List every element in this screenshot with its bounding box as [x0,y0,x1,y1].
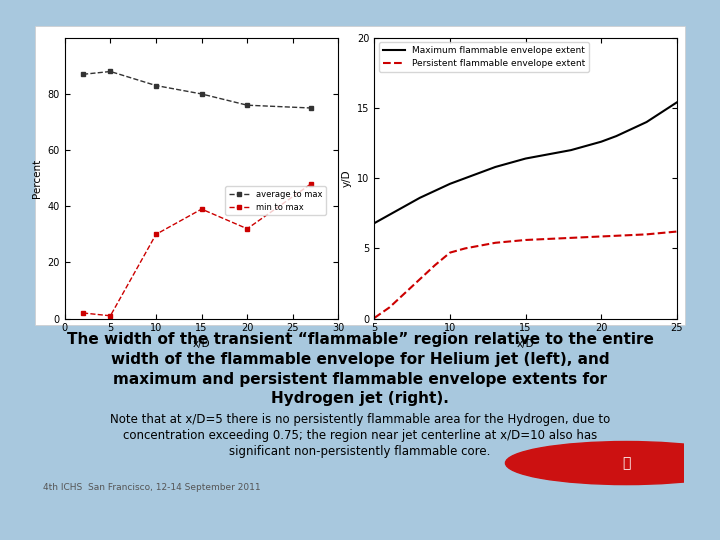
Persistent flammable envelope extent [552,235,560,242]
min to max [152,231,161,238]
Text: The width of the transient “flammable” region relative to the entire
width of th: The width of the transient “flammable” r… [66,332,654,407]
Circle shape [505,442,720,484]
min to max [307,180,315,187]
Text: Note that at x/D=5 there is no persistently flammable area for the Hydrogen, due: Note that at x/D=5 there is no persisten… [110,413,610,458]
min to max [78,310,87,316]
Persistent flammable envelope extent [476,242,485,249]
Persistent flammable envelope extent [385,304,394,310]
Maximum flammable envelope extent [370,220,379,226]
Maximum flammable envelope extent [415,194,424,201]
FancyBboxPatch shape [35,26,685,325]
Persistent flammable envelope extent [536,236,545,242]
Persistent flammable envelope extent [370,315,379,321]
Maximum flammable envelope extent [521,156,530,162]
average to max [106,68,114,75]
Maximum flammable envelope extent [506,159,515,166]
Persistent flammable envelope extent [431,262,439,268]
Maximum flammable envelope extent [582,143,590,149]
average to max [152,82,161,89]
Persistent flammable envelope extent [657,230,666,236]
min to max [106,313,114,319]
Maximum flammable envelope extent [431,187,439,194]
Maximum flammable envelope extent [552,150,560,156]
Maximum flammable envelope extent [567,147,575,153]
Maximum flammable envelope extent [476,170,485,176]
Text: 4th ICHS  San Francisco, 12-14 September 2011: 4th ICHS San Francisco, 12-14 September … [43,483,261,492]
Maximum flammable envelope extent [657,109,666,116]
X-axis label: x/D: x/D [193,339,210,349]
Persistent flammable envelope extent [627,232,636,238]
Persistent flammable envelope extent [597,233,606,240]
Persistent flammable envelope extent [672,228,681,235]
Persistent flammable envelope extent [461,245,469,252]
Maximum flammable envelope extent [446,180,454,187]
Line: min to max: min to max [81,182,313,318]
min to max [197,206,206,212]
Legend: Maximum flammable envelope extent, Persistent flammable envelope extent: Maximum flammable envelope extent, Persi… [379,42,589,72]
Line: Persistent flammable envelope extent: Persistent flammable envelope extent [374,232,677,318]
Legend: average to max, min to max: average to max, min to max [225,186,326,215]
Persistent flammable envelope extent [521,237,530,243]
Maximum flammable envelope extent [400,203,409,210]
average to max [243,102,251,109]
Maximum flammable envelope extent [536,152,545,159]
Maximum flammable envelope extent [627,126,636,132]
Maximum flammable envelope extent [612,133,621,139]
Persistent flammable envelope extent [491,240,500,246]
Persistent flammable envelope extent [567,234,575,241]
Persistent flammable envelope extent [612,233,621,239]
Maximum flammable envelope extent [672,99,681,106]
Line: Maximum flammable envelope extent: Maximum flammable envelope extent [374,103,677,223]
average to max [78,71,87,78]
Persistent flammable envelope extent [400,290,409,296]
average to max [307,105,315,111]
Y-axis label: Percent: Percent [32,159,42,198]
Persistent flammable envelope extent [506,238,515,245]
average to max [197,91,206,97]
min to max [243,226,251,232]
Maximum flammable envelope extent [461,175,469,181]
Text: 🍁: 🍁 [622,456,631,470]
Maximum flammable envelope extent [491,164,500,170]
Line: average to max: average to max [81,70,313,110]
Maximum flammable envelope extent [597,138,606,145]
Maximum flammable envelope extent [642,119,651,125]
Persistent flammable envelope extent [415,276,424,282]
Persistent flammable envelope extent [582,234,590,240]
Maximum flammable envelope extent [385,212,394,218]
X-axis label: x/D: x/D [517,339,534,349]
Y-axis label: y/D: y/D [341,170,351,187]
Persistent flammable envelope extent [642,231,651,238]
Persistent flammable envelope extent [446,249,454,256]
